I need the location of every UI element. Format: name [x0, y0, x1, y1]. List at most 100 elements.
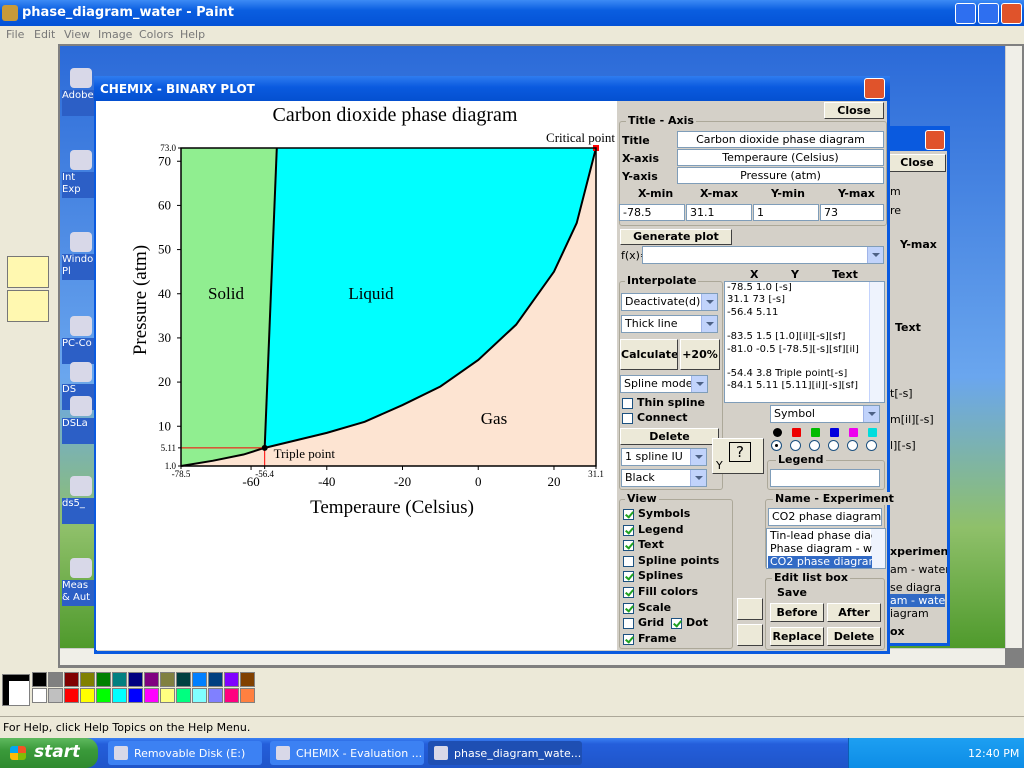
tool-button[interactable]: [28, 125, 50, 147]
tool-button[interactable]: [28, 100, 50, 122]
icon-image[interactable]: [70, 150, 92, 170]
tool-button[interactable]: [28, 150, 50, 172]
palette-color[interactable]: [144, 672, 159, 687]
tool-button[interactable]: [4, 175, 26, 197]
task-label[interactable]: Removable Disk (E:): [134, 747, 246, 760]
back-text: se diagra: [890, 581, 942, 594]
icon-image[interactable]: [70, 476, 92, 496]
current-colors[interactable]: [2, 674, 30, 706]
vaporization-curve: [264, 147, 597, 449]
tool-selected[interactable]: [7, 256, 49, 288]
tool-button[interactable]: [28, 225, 50, 247]
triple-point: [261, 444, 268, 451]
icon-image[interactable]: [70, 362, 92, 382]
x-axis-label: Temperaure (Celsius): [310, 497, 474, 518]
menu-item[interactable]: Edit: [34, 28, 56, 41]
back-close-button[interactable]: Close: [888, 154, 946, 172]
palette-color[interactable]: [32, 688, 47, 703]
liquid-region: [264, 148, 596, 448]
icon-label[interactable]: Meas & Aut: [62, 580, 94, 606]
task-label[interactable]: CHEMIX - Evaluation ...: [296, 747, 423, 760]
palette-color[interactable]: [80, 672, 95, 687]
palette-color[interactable]: [48, 688, 63, 703]
task-button[interactable]: [428, 741, 582, 765]
clock[interactable]: 12:40 PM: [968, 747, 1020, 760]
task-button[interactable]: [108, 741, 262, 765]
palette-color[interactable]: [128, 672, 143, 687]
palette-color[interactable]: [112, 688, 127, 703]
palette-color[interactable]: [96, 688, 111, 703]
icon-label[interactable]: DSLa: [62, 418, 94, 444]
palette-color[interactable]: [64, 688, 79, 703]
tool-button[interactable]: [4, 225, 26, 247]
chemix-close[interactable]: [864, 78, 885, 99]
tool-button[interactable]: [4, 100, 26, 122]
palette-color[interactable]: [224, 688, 239, 703]
x-tick-label: -40: [318, 474, 335, 489]
icon-image[interactable]: [70, 316, 92, 336]
tool-button[interactable]: [28, 75, 50, 97]
palette-color[interactable]: [96, 672, 111, 687]
icon-image[interactable]: [70, 232, 92, 252]
palette-color[interactable]: [224, 672, 239, 687]
icon-image[interactable]: [70, 558, 92, 578]
palette-color[interactable]: [176, 672, 191, 687]
y-mark-label: 73.0: [160, 143, 176, 153]
task-label[interactable]: phase_diagram_wate...: [454, 747, 582, 760]
palette-color[interactable]: [208, 672, 223, 687]
icon-label[interactable]: Windo Pl: [62, 254, 94, 280]
palette-color[interactable]: [192, 688, 207, 703]
palette-color[interactable]: [48, 672, 63, 687]
tool-button[interactable]: [4, 150, 26, 172]
icon-label[interactable]: PC-Co: [62, 338, 94, 364]
tool-button[interactable]: [28, 175, 50, 197]
melting-line: [263, 147, 278, 448]
palette-color[interactable]: [32, 672, 47, 687]
palette-color[interactable]: [176, 688, 191, 703]
menu-item[interactable]: Colors: [139, 28, 174, 41]
menu-item[interactable]: View: [64, 28, 91, 41]
icon-label[interactable]: ds5_: [62, 498, 94, 524]
restore-button[interactable]: [978, 3, 999, 24]
y-mark-label: 1.0: [165, 461, 177, 471]
palette-color[interactable]: [80, 688, 95, 703]
tool-selected[interactable]: [7, 290, 49, 322]
desktop-icons: Adobe Int Exp Windo Pl PC-Co DS DSLa ds5_ Meas …: [60, 46, 100, 648]
palette-color[interactable]: [112, 672, 127, 687]
icon-label[interactable]: Adobe: [62, 90, 94, 116]
y-tick-label: 20: [158, 374, 171, 389]
window-title: phase_diagram_water - Paint: [22, 5, 235, 20]
back-close-x[interactable]: [925, 130, 945, 150]
vertical-scrollbar[interactable]: [1005, 46, 1022, 648]
minimize-button[interactable]: [955, 3, 976, 24]
palette-color[interactable]: [128, 688, 143, 703]
tool-button[interactable]: [28, 200, 50, 222]
palette-color[interactable]: [192, 672, 207, 687]
menu-item[interactable]: Image: [98, 28, 133, 41]
palette-color[interactable]: [240, 688, 255, 703]
palette-color[interactable]: [160, 672, 175, 687]
palette-color[interactable]: [208, 688, 223, 703]
palette-color[interactable]: [144, 688, 159, 703]
task-button[interactable]: [270, 741, 424, 765]
icon-label[interactable]: Int Exp: [62, 172, 94, 198]
start-logo: [10, 746, 26, 760]
icon-image[interactable]: [70, 396, 92, 416]
close-button[interactable]: [1001, 3, 1022, 24]
palette-color[interactable]: [160, 688, 175, 703]
menu-item[interactable]: File: [6, 28, 25, 41]
x-mark-label: -78.5: [172, 469, 191, 479]
tool-button[interactable]: [4, 125, 26, 147]
tool-button[interactable]: [4, 50, 26, 72]
tool-button[interactable]: [4, 75, 26, 97]
tool-button[interactable]: [4, 200, 26, 222]
tool-button[interactable]: [28, 50, 50, 72]
start-label[interactable]: start: [34, 742, 81, 762]
back-text: l][-s]: [890, 439, 916, 452]
icon-image[interactable]: [70, 68, 92, 88]
palette-color[interactable]: [240, 672, 255, 687]
palette-color[interactable]: [64, 672, 79, 687]
gas-label: Gas: [481, 409, 507, 428]
menu-item[interactable]: Help: [180, 28, 206, 41]
